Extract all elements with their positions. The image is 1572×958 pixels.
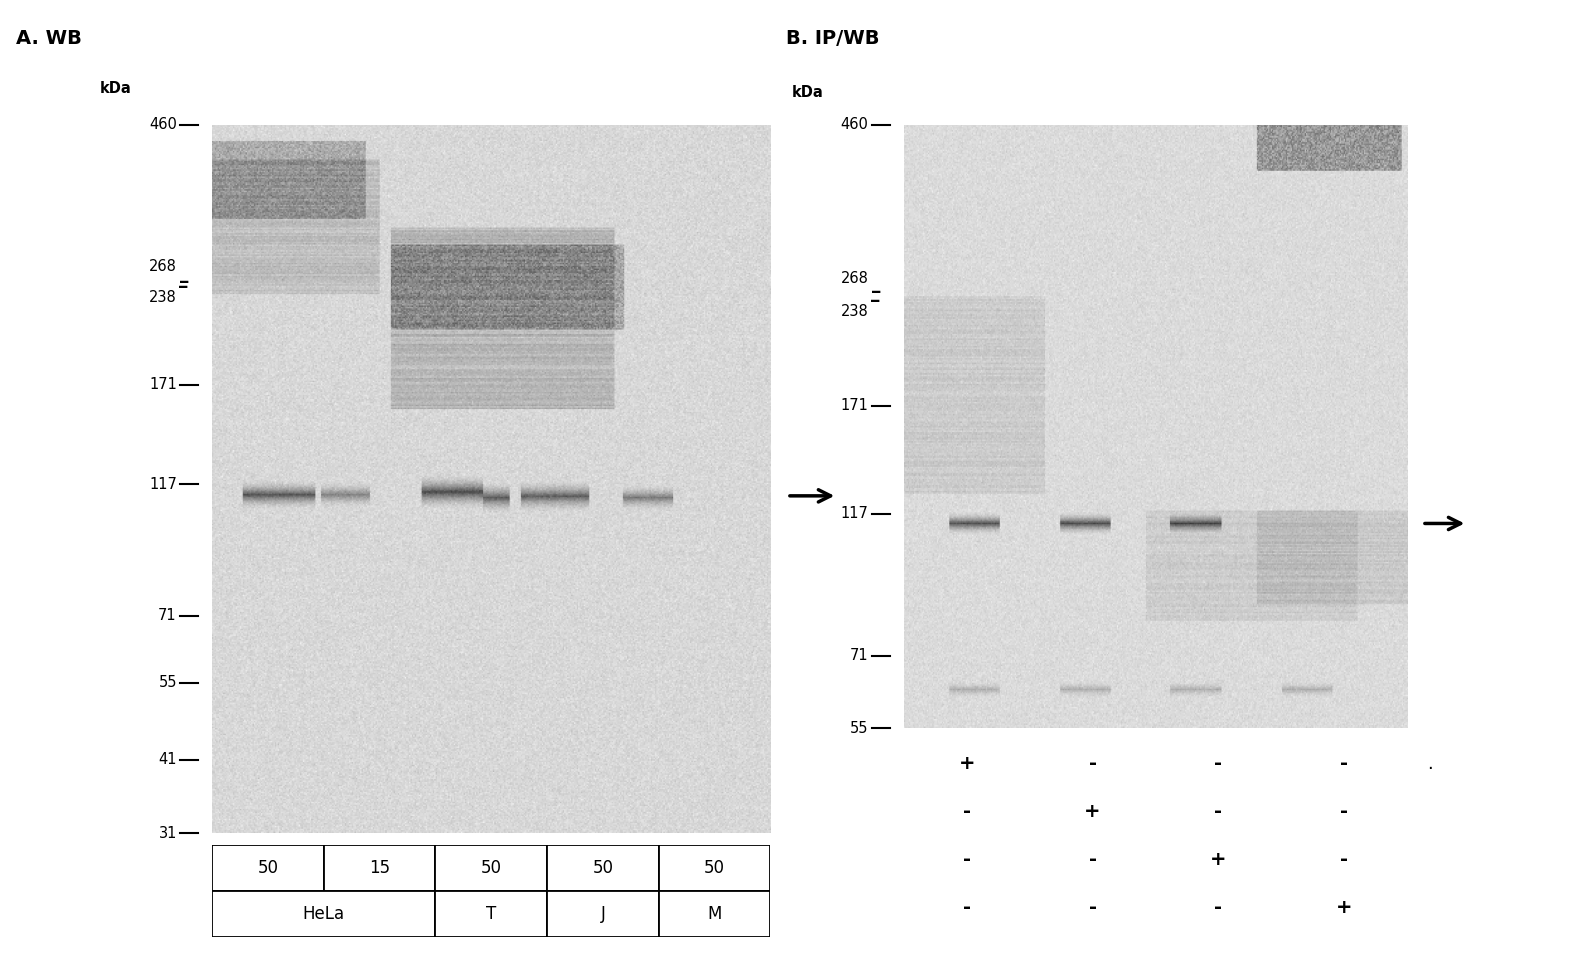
- Text: -: -: [962, 898, 971, 917]
- Bar: [435, 845, 547, 891]
- Text: 268: 268: [841, 270, 868, 285]
- Text: HeLa: HeLa: [303, 905, 344, 923]
- Text: 15: 15: [369, 859, 390, 877]
- Text: -: -: [1339, 850, 1349, 869]
- Text: 238: 238: [149, 290, 178, 306]
- Text: +: +: [959, 754, 975, 773]
- Text: A. WB: A. WB: [16, 29, 82, 48]
- Text: 171: 171: [841, 399, 868, 413]
- Bar: [435, 891, 547, 937]
- Bar: [659, 891, 770, 937]
- Text: 41: 41: [159, 752, 178, 767]
- Text: 55: 55: [850, 720, 868, 736]
- Text: -: -: [1214, 898, 1223, 917]
- Text: -: -: [1214, 754, 1223, 773]
- Text: -: -: [1088, 754, 1097, 773]
- Text: ‾: ‾: [179, 285, 187, 304]
- Bar: [547, 845, 659, 891]
- Text: 31: 31: [159, 826, 178, 841]
- Text: J: J: [601, 905, 605, 923]
- Bar: [547, 891, 659, 937]
- Text: +: +: [1210, 850, 1226, 869]
- Text: +: +: [1085, 802, 1100, 821]
- Text: 460: 460: [149, 117, 178, 132]
- Bar: [212, 891, 435, 937]
- Text: kDa: kDa: [101, 81, 132, 96]
- Text: 50: 50: [704, 859, 725, 877]
- Text: -: -: [1339, 754, 1349, 773]
- Bar: [212, 845, 324, 891]
- Text: -: -: [1088, 850, 1097, 869]
- Text: 50: 50: [258, 859, 278, 877]
- Text: +: +: [1336, 898, 1352, 917]
- Text: 117: 117: [841, 506, 868, 521]
- Text: 171: 171: [149, 377, 178, 392]
- Text: -: -: [962, 850, 971, 869]
- Text: -: -: [1088, 898, 1097, 917]
- Text: _: _: [181, 264, 189, 283]
- Text: 55: 55: [159, 675, 178, 691]
- Text: M: M: [707, 905, 722, 923]
- Text: .: .: [1427, 755, 1432, 772]
- Text: B. IP/WB: B. IP/WB: [786, 29, 879, 48]
- Text: 71: 71: [159, 608, 178, 623]
- Text: 71: 71: [850, 648, 868, 663]
- Text: 238: 238: [841, 305, 868, 319]
- Text: -: -: [962, 802, 971, 821]
- Text: 460: 460: [841, 117, 868, 132]
- Text: T: T: [486, 905, 497, 923]
- Text: 268: 268: [149, 259, 178, 274]
- Text: 50: 50: [481, 859, 501, 877]
- Text: 117: 117: [149, 477, 178, 491]
- Text: ‾: ‾: [871, 301, 879, 318]
- Text: -: -: [1339, 802, 1349, 821]
- Text: _: _: [872, 275, 880, 293]
- Text: 50: 50: [593, 859, 613, 877]
- Text: kDa: kDa: [792, 85, 824, 101]
- Bar: [659, 845, 770, 891]
- Bar: [324, 845, 435, 891]
- Text: -: -: [1214, 802, 1223, 821]
